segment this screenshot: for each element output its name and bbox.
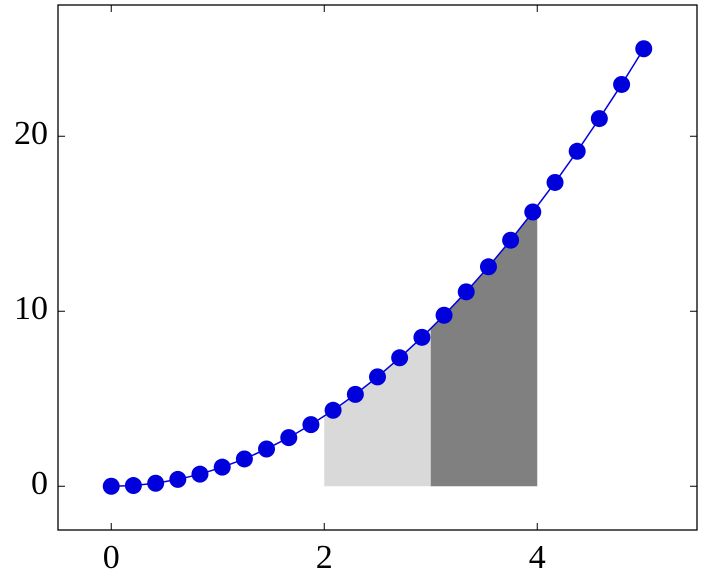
point xyxy=(413,328,431,346)
point xyxy=(391,349,409,367)
y-tick-label: 0 xyxy=(31,465,48,502)
point xyxy=(302,416,320,434)
point xyxy=(102,477,120,495)
point xyxy=(524,203,542,221)
point xyxy=(213,458,231,476)
point xyxy=(568,142,586,160)
point xyxy=(124,477,142,495)
point xyxy=(169,470,187,488)
x-tick-label: 2 xyxy=(316,539,333,576)
point xyxy=(280,429,298,447)
area xyxy=(430,206,538,487)
point xyxy=(324,401,342,419)
point xyxy=(369,368,386,386)
point xyxy=(147,474,165,492)
y-tick-label: 10 xyxy=(14,290,48,327)
point xyxy=(235,450,253,468)
plot-frame xyxy=(57,4,698,531)
point xyxy=(479,258,497,276)
x-tick-label: 4 xyxy=(529,539,546,576)
point xyxy=(502,231,520,249)
area xyxy=(324,328,431,487)
point xyxy=(258,440,276,458)
point xyxy=(546,173,564,191)
point xyxy=(435,306,453,324)
x-tick-label: 0 xyxy=(103,539,120,576)
point xyxy=(635,40,653,58)
point xyxy=(346,385,364,403)
point xyxy=(191,465,209,483)
y-tick-label: 20 xyxy=(14,115,48,152)
point xyxy=(457,283,475,301)
point xyxy=(590,110,608,128)
point xyxy=(613,75,631,93)
